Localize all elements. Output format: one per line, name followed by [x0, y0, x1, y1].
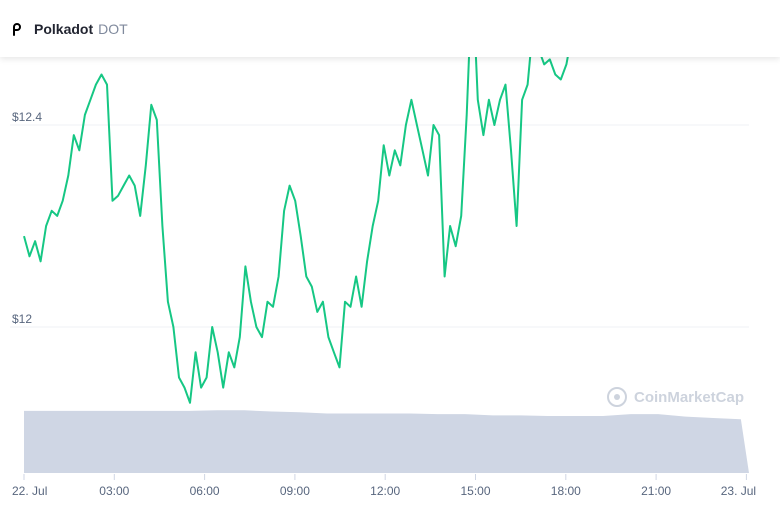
x-tick-label: 12:00 — [370, 484, 400, 498]
y-tick-label: $12.4 — [12, 110, 42, 124]
coin-name: Polkadot — [34, 20, 94, 37]
x-tick-label: 22. Jul — [12, 484, 47, 498]
watermark-text: CoinMarketCap — [634, 389, 744, 406]
coin-header: Polkadot DOT — [0, 0, 780, 57]
price-line — [23, 0, 597, 404]
x-tick-label: 03:00 — [99, 484, 129, 498]
grid-lines — [10, 124, 749, 328]
polkadot-logo-icon — [10, 20, 24, 38]
x-tick-label: 21:00 — [641, 484, 671, 498]
x-tick-label: 15:00 — [460, 484, 490, 498]
coinmarketcap-watermark: CoinMarketCap — [607, 387, 744, 407]
x-tick-label: 18:00 — [551, 484, 581, 498]
x-tick-label: 06:00 — [190, 484, 220, 498]
y-tick-label: $12 — [12, 312, 32, 326]
volume-area — [24, 410, 749, 473]
x-tick-label: 09:00 — [280, 484, 310, 498]
x-tick-label: 23. Jul — [721, 484, 756, 498]
coin-symbol: DOT — [98, 20, 128, 37]
coinmarketcap-logo-icon — [607, 387, 627, 407]
x-axis: 22. Jul 03:00 06:00 09:00 12:00 15:00 18:00 21:… — [12, 474, 756, 498]
y-axis: $11.6$12$12.4$12.8$13.2$13.6 — [12, 110, 42, 326]
